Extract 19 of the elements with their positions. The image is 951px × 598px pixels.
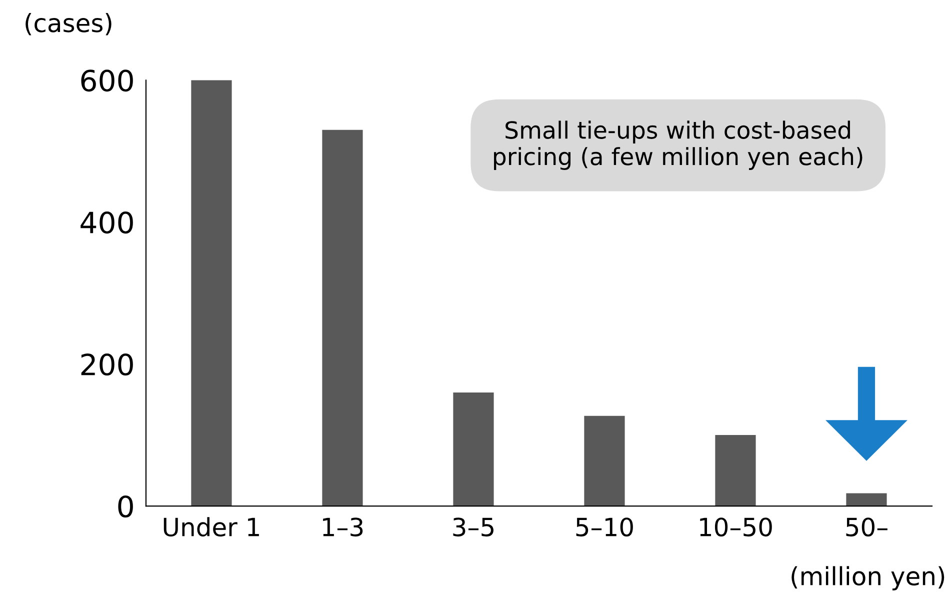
bar xyxy=(846,493,887,506)
bar xyxy=(191,80,232,506)
bar xyxy=(322,130,363,506)
x-tick-label: 3–5 xyxy=(453,518,494,536)
x-tick-label: 50– xyxy=(846,518,888,536)
y-axis-title: (cases) xyxy=(26,13,112,36)
x-tick-label: 10–50 xyxy=(700,518,772,536)
y-tick-label: 600 xyxy=(81,70,133,92)
x-tick-label: Under 1 xyxy=(164,517,259,536)
y-tick-label: 400 xyxy=(80,212,133,234)
y-tick-label: 0 xyxy=(118,495,133,518)
x-tick-label: 5–10 xyxy=(576,518,633,536)
annotation: Small tie-ups with cost-based pricing (a few million yen each) xyxy=(494,120,862,170)
bar xyxy=(584,416,625,506)
y-tick-label: 200 xyxy=(81,353,133,376)
x-tick-label: 1–3 xyxy=(323,518,363,536)
bar xyxy=(715,435,756,506)
bar xyxy=(453,392,494,506)
x-axis-title: (million yen) xyxy=(792,566,944,590)
